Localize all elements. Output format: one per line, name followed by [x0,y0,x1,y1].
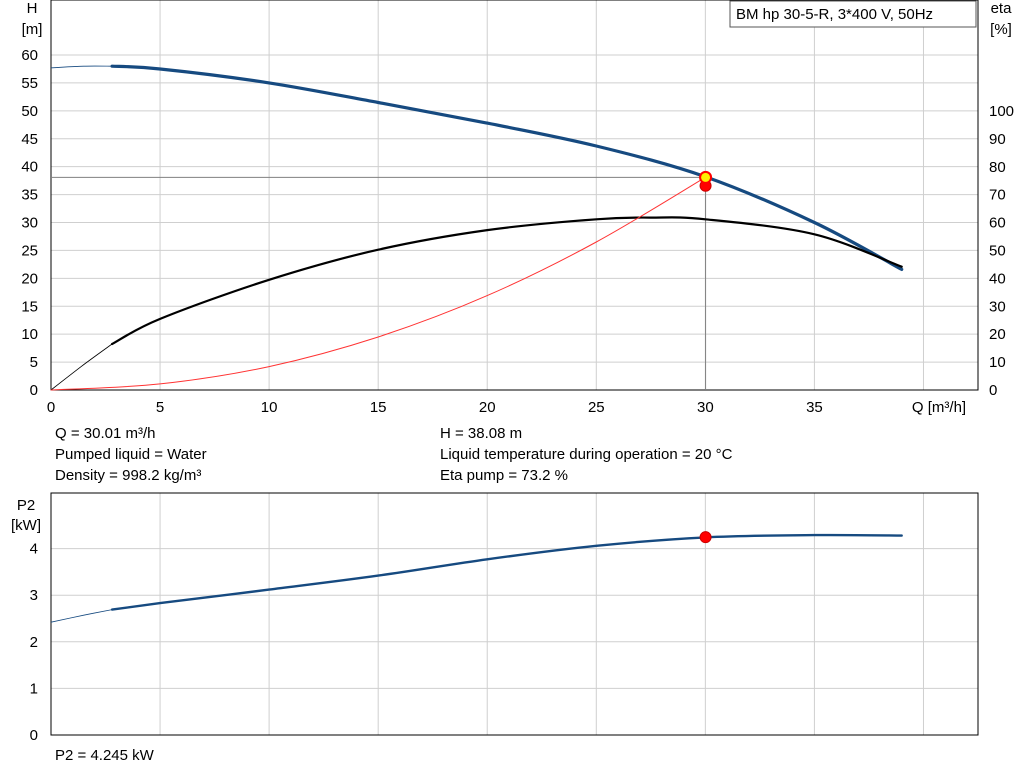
flow-tick-label: 20 [479,399,496,416]
eta-tick-label: 40 [989,270,1006,287]
eta-tick-label: 90 [989,131,1006,148]
head-eta-ticks: 0 5 10 15 20 25 30 35 0 5 10 15 20 25 30 35 40 45 50 55 60 0 1… [21,47,1014,416]
operating-points [699,170,713,544]
head-curve-extrapolation [50,65,113,69]
head-operating-point [699,170,713,184]
head-curve [110,64,904,271]
flow-tick-label: 10 [261,399,278,416]
head-eta-grid [51,0,978,390]
system-curve [50,176,706,391]
power-tick-label: 2 [30,634,38,651]
head-tick-label: 50 [21,103,38,120]
head-tick-label: 60 [21,47,38,64]
power-axis-name: P2 [17,497,35,514]
info-liquid-temperature: Liquid temperature during operation = 20… [440,446,733,463]
head-axis-name: H [27,0,38,17]
info-head: H = 38.08 m [440,425,523,442]
power-curves [50,533,903,623]
head-tick-label: 35 [21,187,38,204]
info-pumped-liquid: Pumped liquid = Water [55,446,207,463]
flow-tick-label: 5 [156,399,164,416]
head-tick-label: 5 [30,354,38,371]
head-tick-label: 15 [21,298,38,315]
power-ticks: 0 1 2 3 4 [30,541,38,744]
eta-tick-label: 0 [989,382,997,399]
flow-tick-label: 35 [806,399,823,416]
flow-tick-label: 0 [47,399,55,416]
head-tick-label: 10 [21,326,38,343]
eta-tick-label: 20 [989,326,1006,343]
eta-tick-label: 100 [989,103,1014,120]
power-tick-label: 1 [30,680,38,697]
eta-axis-name: eta [991,0,1013,17]
info-flow: Q = 30.01 m³/h [55,425,156,442]
head-tick-label: 20 [21,270,38,287]
head-axis-unit: [m] [22,21,43,38]
head-tick-label: 45 [21,131,38,148]
power-grid [51,493,978,735]
flow-axis-label: Q [m³/h] [912,399,966,416]
head-tick-label: 25 [21,242,38,259]
power-tick-label: 0 [30,727,38,744]
power-plot-frame [50,492,979,736]
chart-title: BM hp 30-5-R, 3*400 V, 50Hz [736,6,933,23]
power-operating-point [699,531,712,544]
head-tick-label: 55 [21,75,38,92]
efficiency-curve [111,216,903,346]
power-curve-extrapolation [50,609,113,623]
head-tick-label: 30 [21,215,38,232]
eta-tick-label: 50 [989,243,1006,260]
head-tick-label: 40 [21,159,38,176]
chart-title-box [729,0,977,28]
head-eta-curves [50,64,904,391]
info-p2: P2 = 4.245 kW [55,747,154,764]
flow-tick-label: 30 [697,399,714,416]
efficiency-curve-extrapolation [50,343,113,391]
info-density: Density = 998.2 kg/m³ [55,467,202,484]
eta-tick-label: 60 [989,215,1006,232]
power-curve [110,533,903,611]
eta-tick-label: 80 [989,159,1006,176]
eta-tick-label: 70 [989,187,1006,204]
power-tick-label: 4 [30,541,38,558]
eta-axis-unit: [%] [990,21,1012,38]
flow-tick-label: 25 [588,399,605,416]
power-axis-unit: [kW] [11,517,41,534]
head-eta-plot-frame [50,0,979,391]
eta-tick-label: 10 [989,354,1006,371]
flow-tick-label: 15 [370,399,387,416]
head-tick-label: 0 [30,382,38,399]
eta-tick-label: 30 [989,298,1006,315]
info-eta-pump: Eta pump = 73.2 % [440,467,568,484]
power-tick-label: 3 [30,587,38,604]
